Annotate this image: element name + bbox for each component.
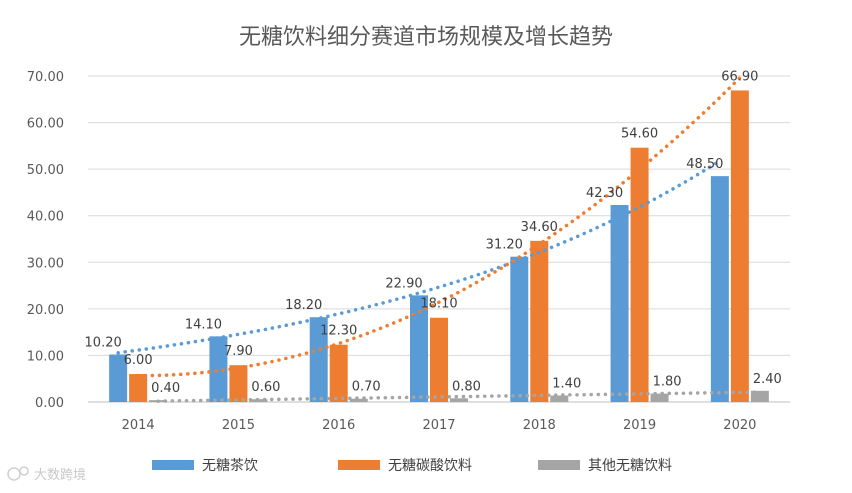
data-label: 0.60 [251, 380, 280, 395]
data-label: 10.20 [85, 335, 122, 350]
bar [450, 398, 468, 402]
legend-swatch [538, 460, 580, 470]
data-label: 7.90 [224, 344, 253, 359]
brand-logo-icon [7, 466, 29, 481]
legend-label: 无糖碳酸饮料 [388, 458, 472, 474]
watermark: 大数跨境 [7, 466, 86, 483]
data-label: 18.20 [285, 298, 322, 313]
data-label: 6.00 [124, 353, 153, 368]
bar [750, 390, 769, 402]
x-tick-label: 2018 [523, 418, 556, 433]
data-labels: 10.20 14.10 18.20 22.90 31.20 42.30 48.50 6.00 7… [85, 69, 782, 396]
y-tick-label: 70.00 [27, 70, 64, 85]
bars [109, 90, 769, 403]
x-axis: 2014 2015 2016 2017 2018 2019 2020 [122, 418, 757, 433]
trendlines [116, 76, 762, 403]
x-tick-label: 2017 [422, 418, 455, 433]
data-label: 48.50 [686, 157, 723, 172]
data-label: 0.80 [452, 379, 481, 394]
x-tick-label: 2019 [623, 418, 656, 433]
y-tick-label: 10.00 [27, 349, 64, 364]
legend: 无糖茶饮 无糖碳酸饮料 其他无糖饮料 [152, 458, 672, 474]
data-label: 0.40 [151, 381, 180, 396]
y-tick-label: 50.00 [27, 163, 64, 178]
x-tick-label: 2014 [122, 418, 155, 433]
x-tick-label: 2016 [322, 418, 355, 433]
bar [349, 398, 368, 402]
y-axis: 0.00 10.00 20.00 30.00 40.00 50.00 60.00 70.00 [27, 70, 64, 411]
bar [630, 147, 649, 402]
data-label: 18.10 [420, 297, 457, 312]
y-tick-label: 0.00 [35, 396, 64, 411]
bar [109, 354, 128, 402]
bar [309, 317, 328, 402]
bar [510, 256, 529, 402]
trendline [116, 159, 722, 355]
bar [730, 90, 749, 403]
data-label: 1.80 [653, 375, 682, 390]
bar [610, 205, 629, 402]
data-label: 2.40 [753, 372, 782, 387]
legend-label: 无糖茶饮 [202, 458, 258, 474]
legend-swatch [152, 460, 194, 470]
y-tick-label: 30.00 [27, 256, 64, 271]
bar [209, 336, 228, 402]
data-label: 22.90 [385, 276, 422, 291]
y-tick-label: 40.00 [27, 210, 64, 225]
data-label: 12.30 [320, 324, 357, 339]
bar [129, 374, 148, 402]
y-tick-label: 60.00 [27, 117, 64, 132]
legend-label: 其他无糖饮料 [588, 458, 672, 474]
x-tick-label: 2015 [222, 418, 255, 433]
bar [410, 295, 428, 402]
bar [550, 395, 569, 402]
legend-swatch [338, 460, 380, 470]
data-label: 34.60 [521, 220, 558, 235]
data-label: 66.90 [721, 69, 758, 84]
data-label: 14.10 [185, 317, 222, 332]
bar [329, 344, 348, 402]
data-label: 42.30 [586, 186, 623, 201]
bar [530, 240, 549, 402]
x-tick-label: 2020 [723, 418, 756, 433]
data-label: 31.20 [486, 238, 523, 253]
bar [430, 317, 448, 402]
bar [710, 176, 729, 402]
data-label: 54.60 [621, 127, 658, 142]
grid [88, 75, 790, 403]
bar [229, 365, 248, 402]
trendline [136, 76, 742, 378]
chart-title: 无糖饮料细分赛道市场规模及增长趋势 [239, 25, 613, 50]
bar [650, 393, 669, 402]
y-tick-label: 20.00 [27, 303, 64, 318]
data-label: 0.70 [352, 380, 381, 395]
data-label: 1.40 [552, 376, 581, 391]
watermark-text: 大数跨境 [34, 468, 86, 483]
trendline [156, 390, 762, 403]
